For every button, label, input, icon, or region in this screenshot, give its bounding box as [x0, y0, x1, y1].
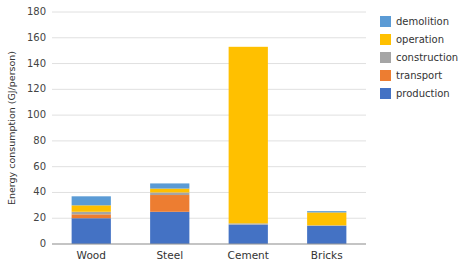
legend-label: demolition [396, 16, 449, 27]
grid-line [52, 192, 366, 193]
legend-swatch [380, 70, 391, 81]
bar-segment [307, 226, 346, 244]
x-axis-line [52, 244, 366, 245]
y-tick-label: 60 [33, 161, 46, 172]
y-tick-label: 40 [33, 186, 46, 197]
grid-line [52, 244, 366, 245]
bar-segment [229, 224, 268, 225]
bar-segment [307, 212, 346, 225]
bar-segment [229, 47, 268, 224]
legend-swatch [380, 34, 391, 45]
y-tick-label: 140 [27, 58, 46, 69]
grid-line [52, 89, 366, 90]
bar-segment [307, 211, 346, 212]
y-tick-label: 20 [33, 212, 46, 223]
bar-segment [150, 212, 189, 244]
y-tick-label: 0 [40, 238, 46, 249]
bars [72, 47, 347, 244]
y-tick-label: 100 [27, 109, 46, 120]
bar-segment [150, 183, 189, 188]
grid-line [52, 115, 366, 116]
grid-line [52, 37, 366, 38]
x-tick-label: Steel [156, 249, 183, 261]
y-tick-label: 80 [33, 135, 46, 146]
bar-segment [229, 46, 268, 47]
legend-swatch [380, 52, 391, 63]
x-axis: Wood Steel Cement Bricks [77, 249, 343, 261]
bar-segment [72, 218, 111, 244]
x-tick-label: Bricks [311, 249, 343, 261]
bar-segment [150, 195, 189, 212]
y-tick-label: 180 [27, 6, 46, 17]
bar-segment [72, 196, 111, 205]
bar-segment [150, 189, 189, 193]
bar-segment [72, 205, 111, 211]
bar-segment [72, 214, 111, 218]
bar-segment [150, 192, 189, 195]
grid-line [52, 140, 366, 141]
grid-line [52, 12, 366, 13]
legend-label: transport [396, 70, 442, 81]
legend-swatch [380, 16, 391, 27]
y-tick-label: 160 [27, 32, 46, 43]
grid-line [52, 166, 366, 167]
bar-segment [229, 225, 268, 244]
x-tick-label: Cement [228, 249, 269, 261]
legend: demolition operation construction transport… [380, 16, 458, 99]
bar-segment [307, 225, 346, 226]
legend-label: operation [396, 34, 444, 45]
y-tick-label: 120 [27, 83, 46, 94]
bar-segment [229, 223, 268, 224]
legend-swatch [380, 88, 391, 99]
bar-segment [72, 212, 111, 215]
chart: 0 20 40 60 80 100 120 140 160 180 Energy consumpti… [0, 0, 474, 270]
grid-line [52, 63, 366, 64]
legend-label: construction [396, 52, 458, 63]
legend-label: production [396, 88, 450, 99]
x-tick-label: Wood [77, 249, 106, 261]
y-axis: 0 20 40 60 80 100 120 140 160 180 [27, 6, 366, 249]
y-axis-label: Energy consumption (GJ/person) [6, 51, 17, 205]
